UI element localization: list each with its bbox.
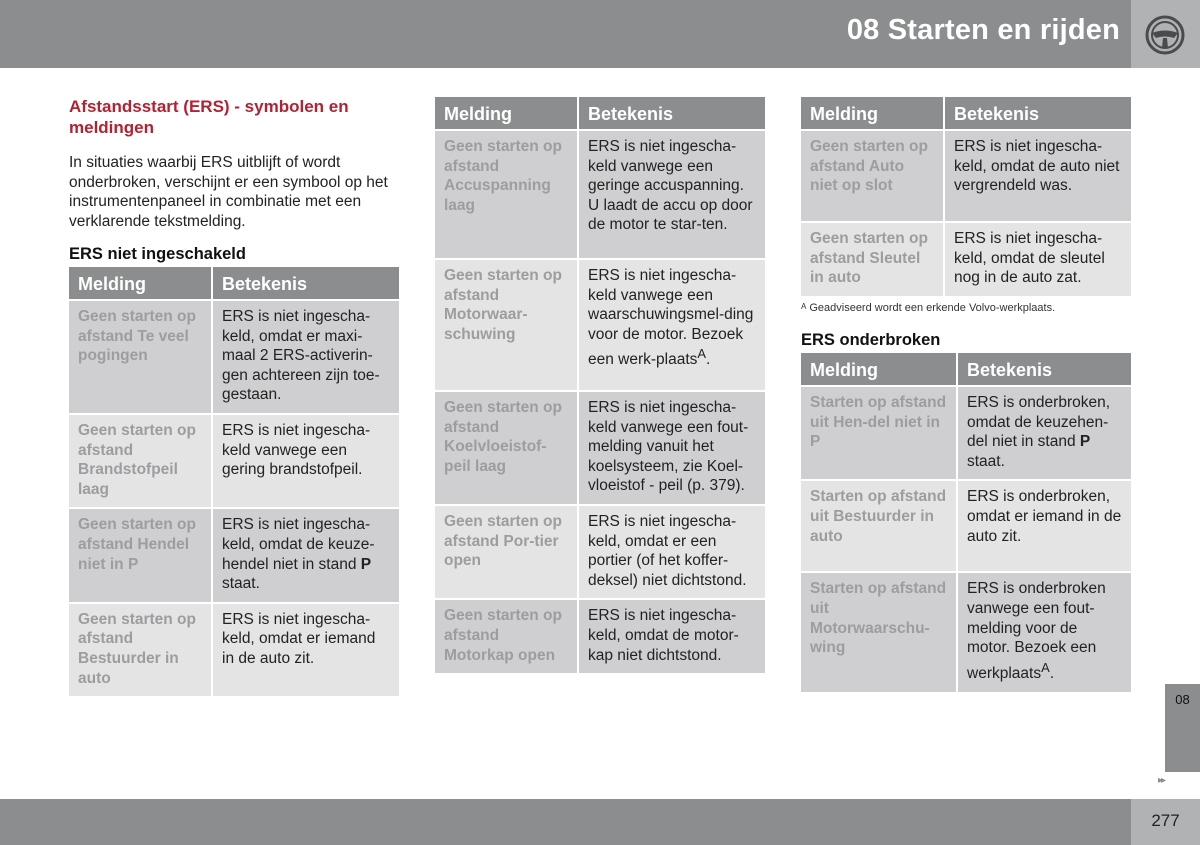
- betekenis-cell: ERS is niet ingescha-keld vanwege een ge…: [213, 412, 399, 508]
- betekenis-text: .: [1049, 664, 1055, 682]
- betekenis-cell: ERS is niet ingescha-keld, omdat er maxi…: [213, 299, 399, 413]
- steering-wheel-icon: [1145, 15, 1185, 55]
- ers-onderbroken-heading: ERS onderbroken: [801, 331, 941, 349]
- table-row: Geen starten op afstand Accuspanning laa…: [435, 129, 765, 258]
- betekenis-bold: P: [360, 555, 372, 573]
- next-page-arrows-icon: ▸▸: [1158, 775, 1166, 786]
- chapter-tab-label: 08: [1175, 692, 1190, 707]
- page-header: 08 Starten en rijden: [0, 0, 1200, 68]
- page-footer: [0, 799, 1131, 845]
- betekenis-cell: ERS is onderbroken vanwege een fout-meld…: [958, 571, 1131, 692]
- column-header-betekenis: Betekenis: [945, 97, 1131, 129]
- betekenis-cell: ERS is niet ingescha-keld, omdat de auto…: [945, 129, 1131, 221]
- melding-cell: Geen starten op afstand Te veel pogingen: [69, 299, 213, 413]
- table-row: Geen starten op afstand Motorwaar-schuwi…: [435, 258, 765, 390]
- ers-niet-ingeschakeld-heading: ERS niet ingeschakeld: [69, 245, 246, 263]
- melding-cell: Geen starten op afstand Motorwaar-schuwi…: [435, 258, 579, 390]
- melding-cell: Geen starten op afstand Sleutel in auto: [801, 221, 945, 296]
- ers-middle-table: Melding Betekenis Geen starten op afstan…: [435, 97, 765, 674]
- betekenis-cell: ERS is niet ingescha-keld vanwege een wa…: [579, 258, 765, 390]
- chapter-tab: 08: [1165, 684, 1200, 772]
- betekenis-cell: ERS is niet ingescha-keld vanwege een ge…: [579, 129, 765, 258]
- melding-cell: Geen starten op afstand Motorkap open: [435, 598, 579, 674]
- betekenis-cell: ERS is niet ingescha-keld, omdat er iema…: [213, 601, 399, 697]
- table-row: Starten op afstand uit Motorwaarschu-win…: [801, 571, 1131, 692]
- melding-cell: Geen starten op afstand Koelvloeistof-pe…: [435, 390, 579, 504]
- melding-cell: Geen starten op afstand Accuspanning laa…: [435, 129, 579, 258]
- ers-onderbroken-table: Melding Betekenis Starten op afstand uit…: [801, 353, 1131, 692]
- table-row: Geen starten op afstand Auto niet op slo…: [801, 129, 1131, 221]
- melding-cell: Geen starten op afstand Brandstofpeil la…: [69, 412, 213, 508]
- betekenis-text: ERS is onderbroken, omdat de keuzehen-de…: [967, 394, 1111, 451]
- column-header-betekenis: Betekenis: [213, 267, 399, 299]
- table-row: Geen starten op afstand Brandstofpeil la…: [69, 412, 399, 508]
- betekenis-cell: ERS is niet ingescha-keld, omdat de keuz…: [213, 507, 399, 602]
- section-title: Afstandsstart (ERS) - symbolen en meldin…: [69, 97, 349, 137]
- ers-niet-ingeschakeld-table: Melding Betekenis Geen starten op afstan…: [69, 267, 399, 697]
- melding-cell: Geen starten op afstand Por-tier open: [435, 503, 579, 599]
- table-row: Geen starten op afstand Por-tier open ER…: [435, 503, 765, 599]
- betekenis-text: ERS is niet ingescha-keld vanwege een wa…: [588, 267, 754, 369]
- footnote-ref: A: [697, 346, 707, 362]
- betekenis-bold: P: [1079, 433, 1091, 451]
- column-header-melding: Melding: [801, 97, 945, 129]
- betekenis-text: ERS is onderbroken vanwege een fout-meld…: [967, 580, 1106, 682]
- melding-cell: Geen starten op afstand Auto niet op slo…: [801, 129, 945, 221]
- table-row: Starten op afstand uit Hen-del niet in P…: [801, 385, 1131, 480]
- betekenis-text: ERS is niet ingescha-keld, omdat de keuz…: [222, 516, 375, 573]
- betekenis-cell: ERS is niet ingescha-keld, omdat er een …: [579, 503, 765, 599]
- column-header-melding: Melding: [435, 97, 579, 129]
- ers-right-table: Melding Betekenis Geen starten op afstan…: [801, 97, 1131, 296]
- table-row: Geen starten op afstand Motorkap open ER…: [435, 598, 765, 674]
- chapter-icon-box: [1131, 0, 1200, 68]
- betekenis-text: staat.: [967, 452, 1005, 470]
- footnote-marker: A: [801, 302, 807, 311]
- table-row: Geen starten op afstand Koelvloeistof-pe…: [435, 390, 765, 504]
- table-row: Starten op afstand uit Bestuurder in aut…: [801, 479, 1131, 572]
- betekenis-cell: ERS is onderbroken, omdat de keuzehen-de…: [958, 385, 1131, 480]
- betekenis-text: .: [706, 351, 711, 369]
- betekenis-cell: ERS is niet ingescha-keld, omdat de moto…: [579, 598, 765, 674]
- chapter-title: 08 Starten en rijden: [846, 14, 1120, 46]
- melding-cell: Geen starten op afstand Bestuurder in au…: [69, 601, 213, 697]
- column-header-melding: Melding: [69, 267, 213, 299]
- melding-cell: Geen starten op afstand Hendel niet in P: [69, 507, 213, 602]
- footnote-text: Geadviseerd wordt een erkende Volvo-werk…: [809, 302, 1056, 314]
- betekenis-text: staat.: [222, 575, 260, 593]
- column-header-melding: Melding: [801, 353, 958, 385]
- table-row: Geen starten op afstand Sleutel in auto …: [801, 221, 1131, 296]
- column-header-betekenis: Betekenis: [579, 97, 765, 129]
- table-row: Geen starten op afstand Te veel pogingen…: [69, 299, 399, 413]
- betekenis-cell: ERS is niet ingescha-keld, omdat de sleu…: [945, 221, 1131, 296]
- betekenis-cell: ERS is niet ingescha-keld vanwege een fo…: [579, 390, 765, 504]
- table-row: Geen starten op afstand Bestuurder in au…: [69, 601, 399, 697]
- table-row: Geen starten op afstand Hendel niet in P…: [69, 507, 399, 602]
- betekenis-cell: ERS is onderbroken, omdat er iemand in d…: [958, 479, 1131, 572]
- column-header-betekenis: Betekenis: [958, 353, 1131, 385]
- intro-paragraph: In situaties waarbij ERS uitblijft of wo…: [69, 154, 388, 230]
- melding-cell: Starten op afstand uit Bestuurder in aut…: [801, 479, 958, 572]
- page-number-box: 277: [1131, 799, 1200, 845]
- footnote-ref: A: [1041, 659, 1050, 675]
- melding-cell: Starten op afstand uit Motorwaarschu-win…: [801, 571, 958, 692]
- melding-cell: Starten op afstand uit Hen-del niet in P: [801, 385, 958, 480]
- footnote: A Geadviseerd wordt een erkende Volvo-wer…: [801, 302, 1131, 314]
- page-number: 277: [1151, 811, 1180, 830]
